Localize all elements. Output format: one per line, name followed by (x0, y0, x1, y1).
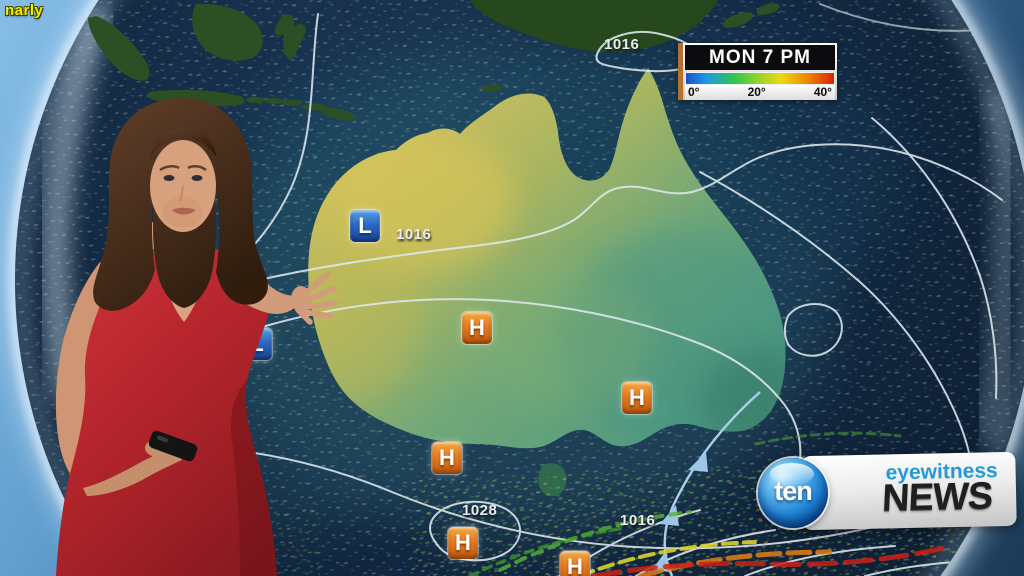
scale-label-mid: 20° (747, 85, 766, 99)
pressure-value-label: 1028 (462, 502, 498, 519)
limb-haze (15, 0, 1024, 576)
presenter-face (150, 140, 216, 232)
high-pressure-marker: H (462, 312, 492, 344)
pressure-value-label: 1016 (620, 512, 656, 529)
scale-label-max: 40° (813, 85, 832, 99)
high-pressure-marker: H (432, 442, 462, 474)
temperature-scale-labels: 0° 20° 40° (685, 85, 835, 100)
weather-presenter (55, 98, 338, 576)
presenter-dress (56, 248, 277, 576)
watermark-text: narly (5, 2, 44, 19)
low-pressure-marker: L (350, 210, 380, 242)
forecast-time-widget: MON 7 PM 0° 20° 40° (678, 43, 837, 100)
pressure-value-label: 1016 (396, 226, 432, 243)
presenter-remote-clicker (148, 430, 198, 462)
high-pressure-marker: H (560, 551, 590, 576)
pressure-value-label: 1016 (604, 36, 640, 53)
high-pressure-marker: H (622, 382, 652, 414)
temperature-scale-gradient (685, 72, 835, 85)
presenter-left-forearm (83, 447, 182, 496)
high-pressure-marker: H (448, 527, 478, 559)
presenter-hair-fringe (150, 128, 217, 158)
ten-logo-sphere: ten (758, 458, 828, 528)
presenter-dress-shading (231, 380, 277, 576)
scale-label-min: 0° (688, 85, 700, 99)
forecast-datetime: MON 7 PM (685, 45, 835, 70)
logo-banner: eyewitness NEWS (801, 451, 1017, 531)
channel-logo: eyewitness NEWS ten (758, 448, 1024, 548)
ten-logo-text: ten (774, 475, 812, 506)
landmass-indonesia-png (88, 0, 780, 121)
logo-news-text: NEWS (881, 475, 994, 520)
